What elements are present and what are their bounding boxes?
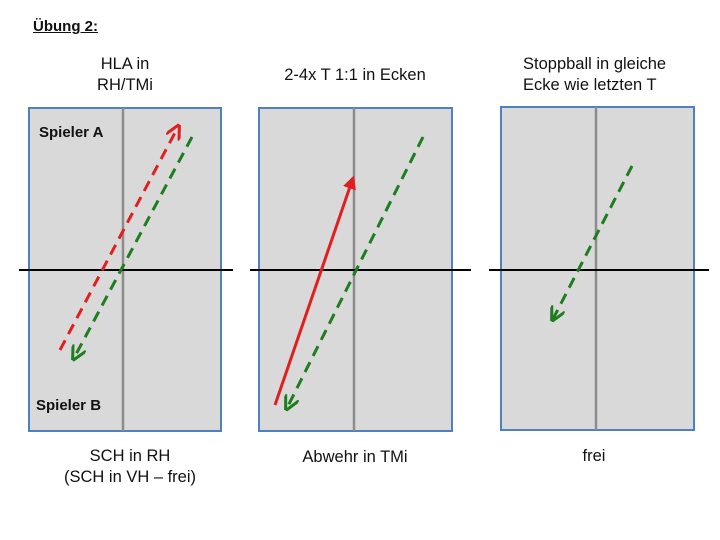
panel-1-title: HLA in RH/TMi [97, 55, 153, 94]
panel-2-title: 2-4x T 1:1 in Ecken [284, 66, 426, 84]
panel-3-caption: frei [582, 447, 606, 465]
panel-1-court [19, 107, 233, 432]
player-b-label: Spieler B [36, 397, 102, 414]
panel-2-red-solid-arrow [273, 175, 356, 406]
panel-3-court [489, 106, 709, 431]
exercise-heading: Übung 2: [33, 18, 98, 35]
panel-1-red-dashed-arrow [58, 127, 178, 351]
panel-1-green-dashed-arrow [74, 136, 194, 358]
panel-2-green-dashed-arrow [287, 136, 425, 408]
panel-3-green-dashed-arrow [553, 165, 634, 319]
panel-3-title: Stoppball in gleiche Ecke wie letzten T [523, 55, 667, 94]
panel-2-court [250, 107, 471, 432]
player-a-label: Spieler A [39, 124, 104, 141]
panel-2-caption: Abwehr in TMi [302, 448, 408, 466]
panel-1-caption: SCH in RH (SCH in VH – frei) [63, 447, 197, 486]
